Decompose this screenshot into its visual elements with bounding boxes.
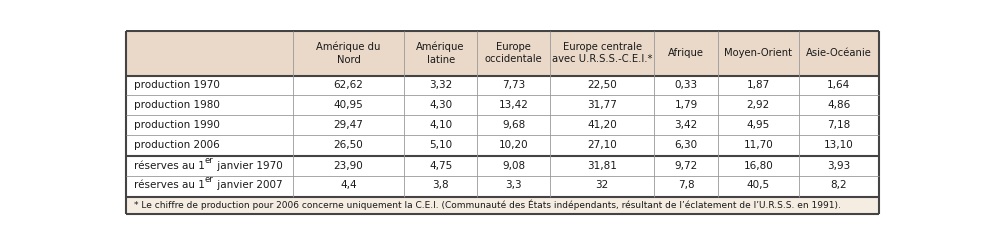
Text: 31,77: 31,77 bbox=[588, 100, 617, 110]
Text: 4,10: 4,10 bbox=[429, 120, 452, 130]
Text: 23,90: 23,90 bbox=[334, 160, 363, 170]
Text: réserves au 1: réserves au 1 bbox=[134, 160, 205, 170]
Text: 32: 32 bbox=[595, 180, 609, 190]
Text: 0,33: 0,33 bbox=[675, 80, 697, 90]
Text: 7,73: 7,73 bbox=[502, 80, 525, 90]
Text: 41,20: 41,20 bbox=[588, 120, 617, 130]
Text: production 2006: production 2006 bbox=[134, 140, 220, 150]
Text: 9,08: 9,08 bbox=[502, 160, 525, 170]
Text: Afrique: Afrique bbox=[668, 48, 704, 58]
Text: Europe centrale
avec U.R.S.S.-C.E.I.*: Europe centrale avec U.R.S.S.-C.E.I.* bbox=[552, 42, 652, 64]
Text: 26,50: 26,50 bbox=[334, 140, 363, 150]
Text: 5,10: 5,10 bbox=[429, 140, 452, 150]
Text: janvier 1970: janvier 1970 bbox=[214, 160, 283, 170]
Text: 16,80: 16,80 bbox=[744, 160, 773, 170]
Text: réserves au 1: réserves au 1 bbox=[134, 180, 205, 190]
Text: * Le chiffre de production pour 2006 concerne uniquement la C.E.I. (Communauté d: * Le chiffre de production pour 2006 con… bbox=[134, 200, 841, 210]
Text: 9,68: 9,68 bbox=[502, 120, 525, 130]
Text: 1,87: 1,87 bbox=[747, 80, 770, 90]
Bar bbox=[127, 31, 879, 75]
Text: Moyen-Orient: Moyen-Orient bbox=[724, 48, 793, 58]
Text: 11,70: 11,70 bbox=[744, 140, 773, 150]
Bar bbox=[127, 75, 879, 95]
Text: 9,72: 9,72 bbox=[674, 160, 697, 170]
Text: 4,4: 4,4 bbox=[340, 180, 357, 190]
Text: 3,3: 3,3 bbox=[505, 180, 522, 190]
Text: 8,2: 8,2 bbox=[831, 180, 848, 190]
Text: 1,64: 1,64 bbox=[827, 80, 851, 90]
Text: 22,50: 22,50 bbox=[588, 80, 617, 90]
Text: 10,20: 10,20 bbox=[499, 140, 529, 150]
Text: 4,30: 4,30 bbox=[429, 100, 452, 110]
Text: 3,8: 3,8 bbox=[433, 180, 449, 190]
Text: Europe
occidentale: Europe occidentale bbox=[485, 42, 542, 64]
Text: production 1980: production 1980 bbox=[134, 100, 220, 110]
Text: 62,62: 62,62 bbox=[334, 80, 363, 90]
Text: 13,42: 13,42 bbox=[498, 100, 529, 110]
Text: 7,18: 7,18 bbox=[827, 120, 851, 130]
Text: 13,10: 13,10 bbox=[824, 140, 853, 150]
Text: production 1990: production 1990 bbox=[134, 120, 220, 130]
Text: 3,42: 3,42 bbox=[674, 120, 697, 130]
Text: Amérique du
Nord: Amérique du Nord bbox=[316, 42, 381, 64]
Text: 1,79: 1,79 bbox=[674, 100, 697, 110]
Bar bbox=[127, 115, 879, 135]
Text: 31,81: 31,81 bbox=[588, 160, 617, 170]
Bar bbox=[127, 196, 879, 214]
Text: 29,47: 29,47 bbox=[334, 120, 363, 130]
Text: 27,10: 27,10 bbox=[588, 140, 617, 150]
Text: 4,86: 4,86 bbox=[827, 100, 851, 110]
Text: production 1970: production 1970 bbox=[134, 80, 220, 90]
Text: 7,8: 7,8 bbox=[678, 180, 695, 190]
Text: Asie-Océanie: Asie-Océanie bbox=[806, 48, 872, 58]
Text: 3,32: 3,32 bbox=[429, 80, 452, 90]
Text: er: er bbox=[205, 176, 214, 184]
Text: 40,95: 40,95 bbox=[334, 100, 363, 110]
Bar bbox=[127, 156, 879, 176]
Bar bbox=[127, 135, 879, 154]
Bar bbox=[127, 176, 879, 195]
Text: 2,92: 2,92 bbox=[747, 100, 770, 110]
Text: 3,93: 3,93 bbox=[827, 160, 851, 170]
Text: janvier 2007: janvier 2007 bbox=[214, 180, 283, 190]
Bar bbox=[127, 95, 879, 115]
Text: er: er bbox=[205, 156, 214, 164]
Text: 4,95: 4,95 bbox=[747, 120, 770, 130]
Text: 6,30: 6,30 bbox=[675, 140, 697, 150]
Text: 4,75: 4,75 bbox=[429, 160, 452, 170]
Text: 40,5: 40,5 bbox=[747, 180, 770, 190]
Text: Amérique
latine: Amérique latine bbox=[416, 42, 465, 64]
